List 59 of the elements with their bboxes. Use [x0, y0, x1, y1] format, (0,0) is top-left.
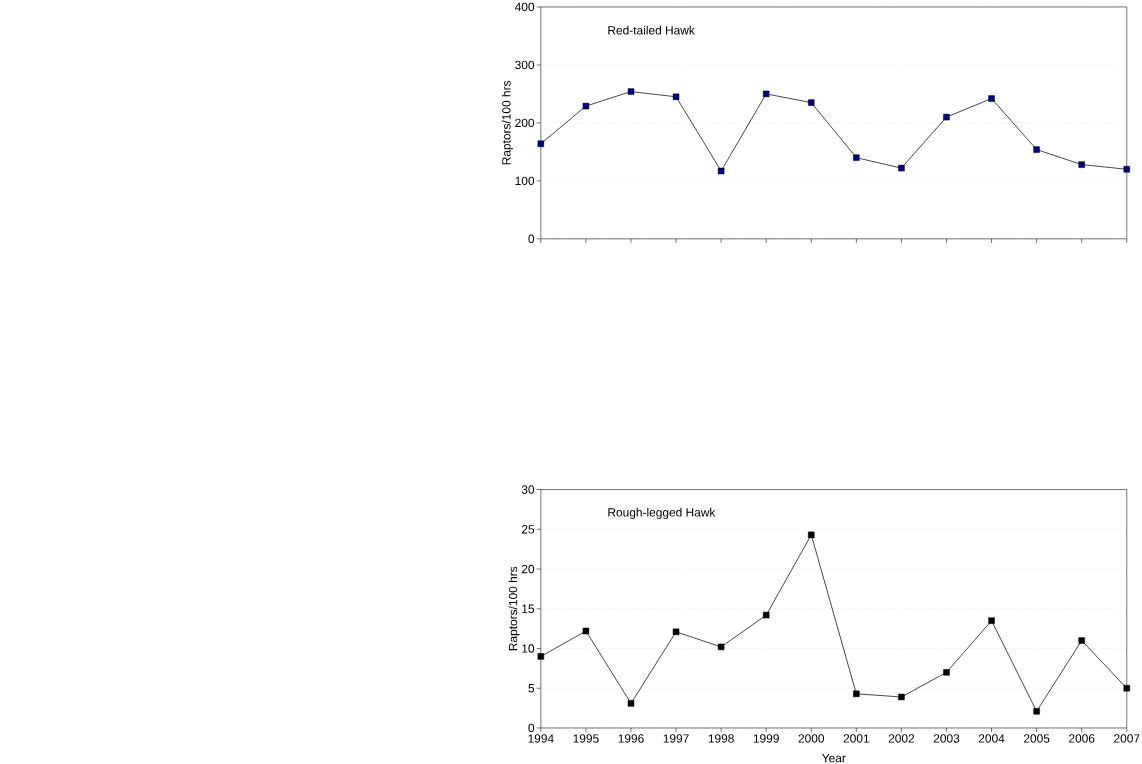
- point: [762, 90, 770, 98]
- point: [672, 93, 680, 100]
- point: [537, 140, 545, 147]
- x-tick-label: 1996: [618, 734, 644, 743]
- y-tick-label: 300: [515, 60, 535, 70]
- point: [898, 693, 905, 701]
- x-tick-label: 2005: [1023, 734, 1050, 743]
- point: [1123, 165, 1130, 173]
- point: [627, 700, 635, 707]
- point: [898, 164, 905, 172]
- y-tick-label: 100: [515, 176, 535, 185]
- x-tick-label: 1998: [708, 734, 734, 743]
- text: Red-tailed Hawk: [608, 25, 695, 35]
- point: [988, 617, 995, 624]
- x-tick-label: 1994: [528, 734, 554, 743]
- x-axis-title: Year: [822, 753, 846, 763]
- x-tick-label: 1999: [753, 734, 779, 743]
- x-tick-label: 2006: [1069, 734, 1095, 743]
- x-tick-label: 1995: [573, 734, 599, 743]
- point: [717, 167, 725, 175]
- point: [762, 611, 770, 619]
- point: [943, 669, 950, 676]
- y-tick-label: 400: [514, 2, 535, 12]
- y-tick-label: 30: [521, 485, 535, 494]
- point: [808, 99, 815, 106]
- point: [627, 88, 635, 95]
- point: [853, 154, 860, 161]
- y-tick-label: 10: [522, 644, 535, 653]
- point: [582, 102, 590, 110]
- point: [808, 531, 815, 538]
- x-tick-label: 2002: [888, 734, 915, 743]
- point: [1033, 707, 1040, 715]
- point: [853, 690, 860, 697]
- point: [582, 627, 590, 635]
- point: [537, 653, 545, 660]
- point: [672, 628, 680, 635]
- y-tick-label: 20: [521, 564, 535, 574]
- text: Rough-legged Hawk: [608, 507, 716, 519]
- x-tick-label: 2001: [843, 734, 870, 743]
- y-axis-title: Raptors/100 hrs: [508, 566, 520, 651]
- y-axis-title: Raptors/100 hrs: [501, 80, 513, 165]
- point: [1033, 146, 1040, 153]
- x-tick-label: 2004: [978, 734, 1005, 743]
- x-tick-label: 2007: [1114, 734, 1140, 743]
- x-tick-label: 2003: [933, 734, 960, 743]
- point: [988, 95, 995, 102]
- point: [1078, 161, 1085, 168]
- point: [1078, 637, 1085, 644]
- x-tick-label: 1997: [663, 734, 689, 743]
- y-tick-label: 15: [522, 604, 535, 613]
- y-tick-label: 5: [528, 683, 535, 693]
- y-tick-label: 200: [515, 118, 535, 127]
- point: [943, 113, 950, 121]
- y-tick-label: 25: [521, 524, 535, 534]
- x-tick-label: 2000: [798, 734, 825, 743]
- point: [717, 643, 725, 651]
- y-tick-label: 0: [528, 234, 535, 243]
- point: [1123, 684, 1130, 692]
- y-tick-label: 0: [528, 723, 535, 733]
